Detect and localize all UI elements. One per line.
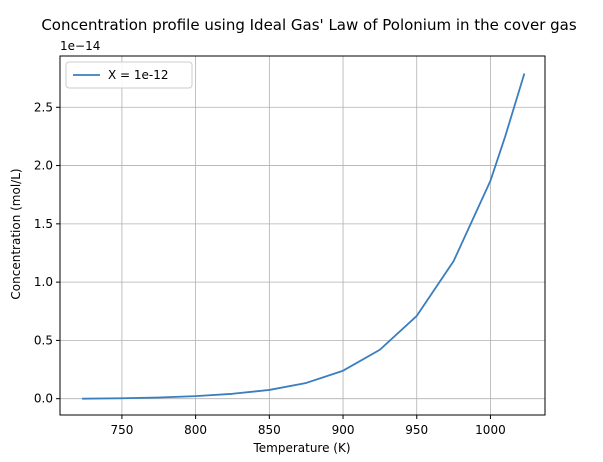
x-tick-label: 1000 [475,423,506,437]
y-axis-label: Concentration (mol/L) [9,168,23,299]
plot-frame [59,55,546,416]
y-tick-label: 2.5 [34,100,53,114]
x-axis-label: Temperature (K) [252,441,350,455]
y-tick-label: 1.5 [34,217,53,231]
chart-title: Concentration profile using Ideal Gas' L… [41,16,577,34]
x-tick-label: 850 [258,423,281,437]
x-tick-label: 800 [184,423,207,437]
legend-label: X = 1e-12 [108,68,169,82]
grid-lines [60,56,545,415]
axis-ticks: 750 800 850 900 950 1000 0.0 0.5 1.0 1.5 2.0 2.5 [34,100,506,437]
x-tick-label: 900 [332,423,355,437]
y-tick-label: 1.0 [34,275,53,289]
x-tick-label: 950 [405,423,428,437]
series-line [82,73,526,400]
y-offset-label: 1e−14 [60,39,100,53]
x-tick-label: 750 [110,423,133,437]
y-tick-label: 0.0 [34,392,53,406]
y-tick-label: 2.0 [34,159,53,173]
series-layer [82,73,526,400]
legend: X = 1e-12 [65,61,193,89]
legend-box [65,61,193,89]
y-tick-label: 0.5 [34,333,53,347]
